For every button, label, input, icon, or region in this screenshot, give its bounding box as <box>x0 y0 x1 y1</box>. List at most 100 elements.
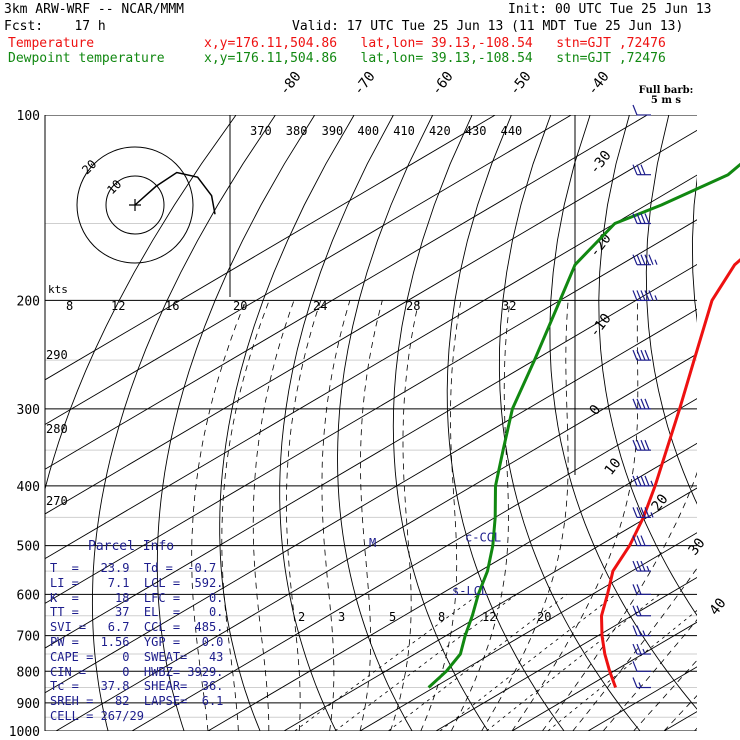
wind-barb-flag <box>632 643 638 655</box>
parcel-info-row: CAPE = 0 SWEAT= 43 <box>50 649 224 664</box>
moist-adiabat-line <box>321 300 351 731</box>
wind-barb-flag <box>636 625 642 636</box>
wind-barb-flag <box>636 643 642 655</box>
parcel-info-title: Parcel Info <box>88 539 175 554</box>
full-barb-units: 5 m s <box>650 95 682 106</box>
wind-barb <box>632 290 658 302</box>
wind-barb <box>632 164 651 176</box>
potential-temperature-label: 290 <box>46 348 68 362</box>
isotherm-line <box>283 487 697 731</box>
mixing-ratio-label: 20 <box>537 610 551 624</box>
wind-barb-flag <box>644 290 650 301</box>
mixing-ratio-label: 2 <box>298 610 305 624</box>
pressure-tick-label: 200 <box>17 294 40 309</box>
wind-barb-flag <box>636 584 642 595</box>
wind-barb-flag <box>640 164 646 175</box>
dry-adiabat-line <box>219 115 355 731</box>
moist-adiabat-line <box>481 300 569 731</box>
moist-adiabat-line <box>359 300 383 731</box>
mixing-ratio-line <box>388 593 568 731</box>
wind-barb-flag <box>644 507 650 518</box>
dry-adiabat-line <box>498 115 641 731</box>
isotherm-label: -60 <box>429 69 457 99</box>
wind-barb-flag <box>644 475 650 487</box>
wind-barb-half-flag <box>650 480 654 487</box>
isotherm-line <box>435 576 697 731</box>
hodograph-speed-label: 32 <box>502 299 516 313</box>
isotherm-line <box>45 308 697 694</box>
wind-barb-flag <box>644 349 650 361</box>
mixing-ratio-line <box>547 610 697 731</box>
moist-adiabat-line <box>252 300 295 731</box>
mixing-ratio-line <box>334 593 517 731</box>
wind-barb-flag <box>636 535 642 546</box>
mixing-ratio-line <box>486 593 660 731</box>
pressure-tick-label: 100 <box>17 109 40 124</box>
full-barb-title: Full barb: <box>638 85 694 96</box>
isotherm-label: -40 <box>585 69 613 99</box>
wind-barb-flag <box>632 439 638 451</box>
wind-barb-flag <box>632 507 638 518</box>
wind-barb-flag <box>636 349 642 361</box>
dry-adiabat-line <box>392 115 489 731</box>
isotherm-line <box>45 115 648 470</box>
potential-temperature-label: 430 <box>465 124 487 138</box>
wind-barb-flag <box>632 560 638 572</box>
moist-adiabat-line <box>286 300 322 731</box>
hodograph-axis-label: kts <box>48 283 68 296</box>
isotherm-line <box>587 666 697 731</box>
isotherm-line <box>45 129 697 515</box>
isotherm-label: 0 <box>587 402 605 418</box>
parcel-info-row: CIN = 0 HWBZ= 3929. <box>50 664 224 679</box>
full-barb-legend: Full barb: 5 m s <box>636 86 696 106</box>
wind-barb-flag <box>640 254 646 265</box>
pressure-tick-label: 800 <box>17 665 40 680</box>
isotherm-line <box>511 621 697 731</box>
mixing-ratio-label: 3 <box>338 610 345 624</box>
hodograph-speed-label: 20 <box>233 299 247 313</box>
isotherm-label: -30 <box>587 148 615 178</box>
dry-adiabat-line <box>156 115 316 731</box>
dry-adiabat-line <box>645 115 697 505</box>
temperature-line <box>600 258 740 689</box>
isotherm-label: -80 <box>277 69 305 99</box>
wind-barb-flag <box>640 560 646 572</box>
wind-barb-flag <box>640 213 646 224</box>
wind-barb <box>632 213 651 225</box>
wind-barb <box>632 643 651 655</box>
dry-adiabat-line <box>279 115 394 731</box>
hodograph-speed-label: 12 <box>111 299 125 313</box>
parcel-info-row: T = 23.9 Td = -0.7 <box>50 561 217 575</box>
moist-adiabat-line <box>191 300 247 731</box>
wind-barb-flag <box>640 535 646 546</box>
wind-barb-flag <box>636 439 642 451</box>
parcel-info-row: LI = 7.1 LCL = 592. <box>50 575 224 590</box>
hodograph-trace <box>134 171 216 215</box>
wind-barb-flag <box>648 290 654 301</box>
wind-barb-half-flag <box>646 565 650 572</box>
wind-barb-flag <box>636 475 642 487</box>
wind-barb-flag <box>632 290 638 301</box>
wind-barb-half-flag <box>642 648 646 655</box>
isotherm-line <box>45 264 697 649</box>
pressure-tick-label: 600 <box>17 588 40 603</box>
wind-barb-flag <box>636 605 642 616</box>
wind-barb-flag <box>644 254 650 265</box>
dry-adiabat-line <box>598 115 697 617</box>
isotherm-line <box>55 353 697 731</box>
potential-temperature-label: 380 <box>286 124 308 138</box>
temperature-location: x,y=176.11,504.86 lat,lon= 39.13,-108.54… <box>204 36 666 51</box>
dry-adiabat-line <box>337 115 434 731</box>
wind-barb-flag <box>632 584 638 595</box>
wind-barb <box>632 349 651 361</box>
wind-barb <box>632 661 651 672</box>
hodograph-speed-label: 16 <box>165 299 179 313</box>
model-title: 3km ARW-WRF -- NCAR/MMM <box>4 2 185 17</box>
potential-temperature-label: 390 <box>322 124 344 138</box>
wind-barb <box>632 507 654 518</box>
wind-barb <box>632 104 651 116</box>
wind-barb <box>632 254 658 266</box>
dry-adiabat-line <box>446 115 565 731</box>
